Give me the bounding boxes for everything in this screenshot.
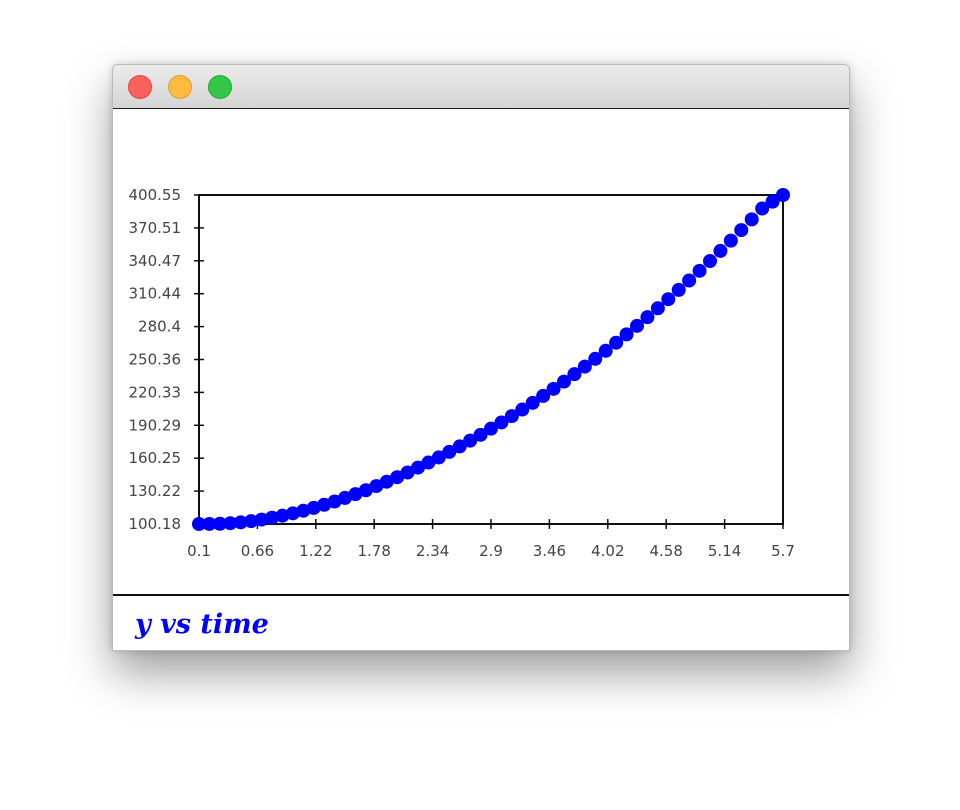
- data-point: [546, 381, 561, 396]
- data-point: [525, 395, 540, 410]
- x-tick-label: 0.66: [241, 542, 274, 560]
- data-point: [588, 351, 603, 366]
- data-point: [192, 517, 206, 531]
- x-tick-label: 3.46: [533, 542, 566, 560]
- x-tick-label: 2.9: [479, 542, 503, 560]
- data-point: [254, 512, 269, 527]
- y-tick-label: 220.33: [129, 383, 182, 401]
- data-point: [265, 510, 279, 525]
- data-point: [484, 421, 498, 436]
- data-point: [577, 359, 592, 374]
- zoom-window-button[interactable]: [208, 75, 232, 99]
- data-point: [682, 273, 697, 288]
- data-point: [734, 223, 749, 238]
- plot-frame: [198, 194, 784, 525]
- data-point: [212, 516, 227, 531]
- data-point: [431, 450, 446, 465]
- data-point: [494, 415, 509, 430]
- data-point: [233, 515, 248, 530]
- data-point: [244, 514, 259, 529]
- y-tick-label: 340.47: [129, 252, 182, 270]
- y-tick-label: 190.29: [129, 416, 182, 434]
- y-tick-label: 280.4: [138, 318, 181, 336]
- chart-caption: y vs time: [135, 609, 269, 640]
- data-point: [463, 433, 478, 448]
- data-point: [442, 444, 457, 459]
- data-point: [567, 367, 582, 382]
- y-tick-label: 310.44: [129, 285, 182, 303]
- x-tick-label: 4.02: [591, 542, 624, 560]
- data-point: [765, 194, 780, 209]
- y-tick-label: 130.22: [129, 482, 182, 500]
- y-tick-label: 160.25: [129, 449, 182, 467]
- data-point: [776, 188, 790, 202]
- minimize-window-button[interactable]: [168, 75, 192, 99]
- data-point: [609, 335, 624, 350]
- y-tick-label: 100.18: [129, 515, 182, 533]
- data-point: [744, 212, 759, 227]
- x-tick-label: 4.58: [649, 542, 682, 560]
- data-point: [411, 460, 425, 475]
- title-bar: [113, 65, 849, 109]
- data-point: [536, 388, 551, 403]
- data-point: [202, 516, 217, 531]
- data-point: [619, 327, 634, 342]
- scatter-chart: 0.1 0.66 1.22 1.78 2.34 2.9 3.46 4.02 4.58 5.14 5.…: [129, 186, 795, 560]
- x-tick-label: 1.78: [357, 542, 390, 560]
- data-point: [390, 470, 405, 485]
- data-point: [598, 343, 613, 358]
- app-window: 0.1 0.66 1.22 1.78 2.34 2.9 3.46 4.02 4.58 5.14 5.…: [112, 64, 850, 651]
- data-point: [400, 465, 415, 480]
- data-point: [557, 374, 571, 389]
- data-point: [661, 292, 676, 307]
- x-tick-label: 5.7: [771, 542, 795, 560]
- y-tick-label: 370.51: [129, 219, 182, 237]
- data-point: [504, 409, 519, 424]
- data-point: [223, 516, 238, 531]
- data-point: [671, 282, 686, 297]
- x-tick-label: 0.1: [187, 542, 211, 560]
- data-point: [650, 301, 665, 316]
- x-tick-label: 5.14: [708, 542, 741, 560]
- data-point: [630, 318, 644, 333]
- data-point: [713, 243, 728, 258]
- data-point: [452, 439, 467, 454]
- close-window-button[interactable]: [128, 75, 152, 99]
- x-tick-label: 1.22: [299, 542, 332, 560]
- data-point: [421, 455, 436, 470]
- data-point: [275, 508, 290, 523]
- data-point: [515, 402, 530, 417]
- data-point: [640, 310, 655, 325]
- data-point: [473, 427, 488, 442]
- data-point: [723, 233, 738, 248]
- caption-divider: [113, 594, 849, 596]
- data-point: [703, 253, 717, 268]
- y-tick-label: 250.36: [129, 351, 182, 369]
- plot-panel: 0.1 0.66 1.22 1.78 2.34 2.9 3.46 4.02 4.58 5.14 5.…: [113, 109, 849, 650]
- y-tick-label: 400.55: [129, 186, 182, 204]
- data-point: [755, 201, 770, 216]
- data-point: [692, 263, 707, 278]
- x-tick-label: 2.34: [416, 542, 449, 560]
